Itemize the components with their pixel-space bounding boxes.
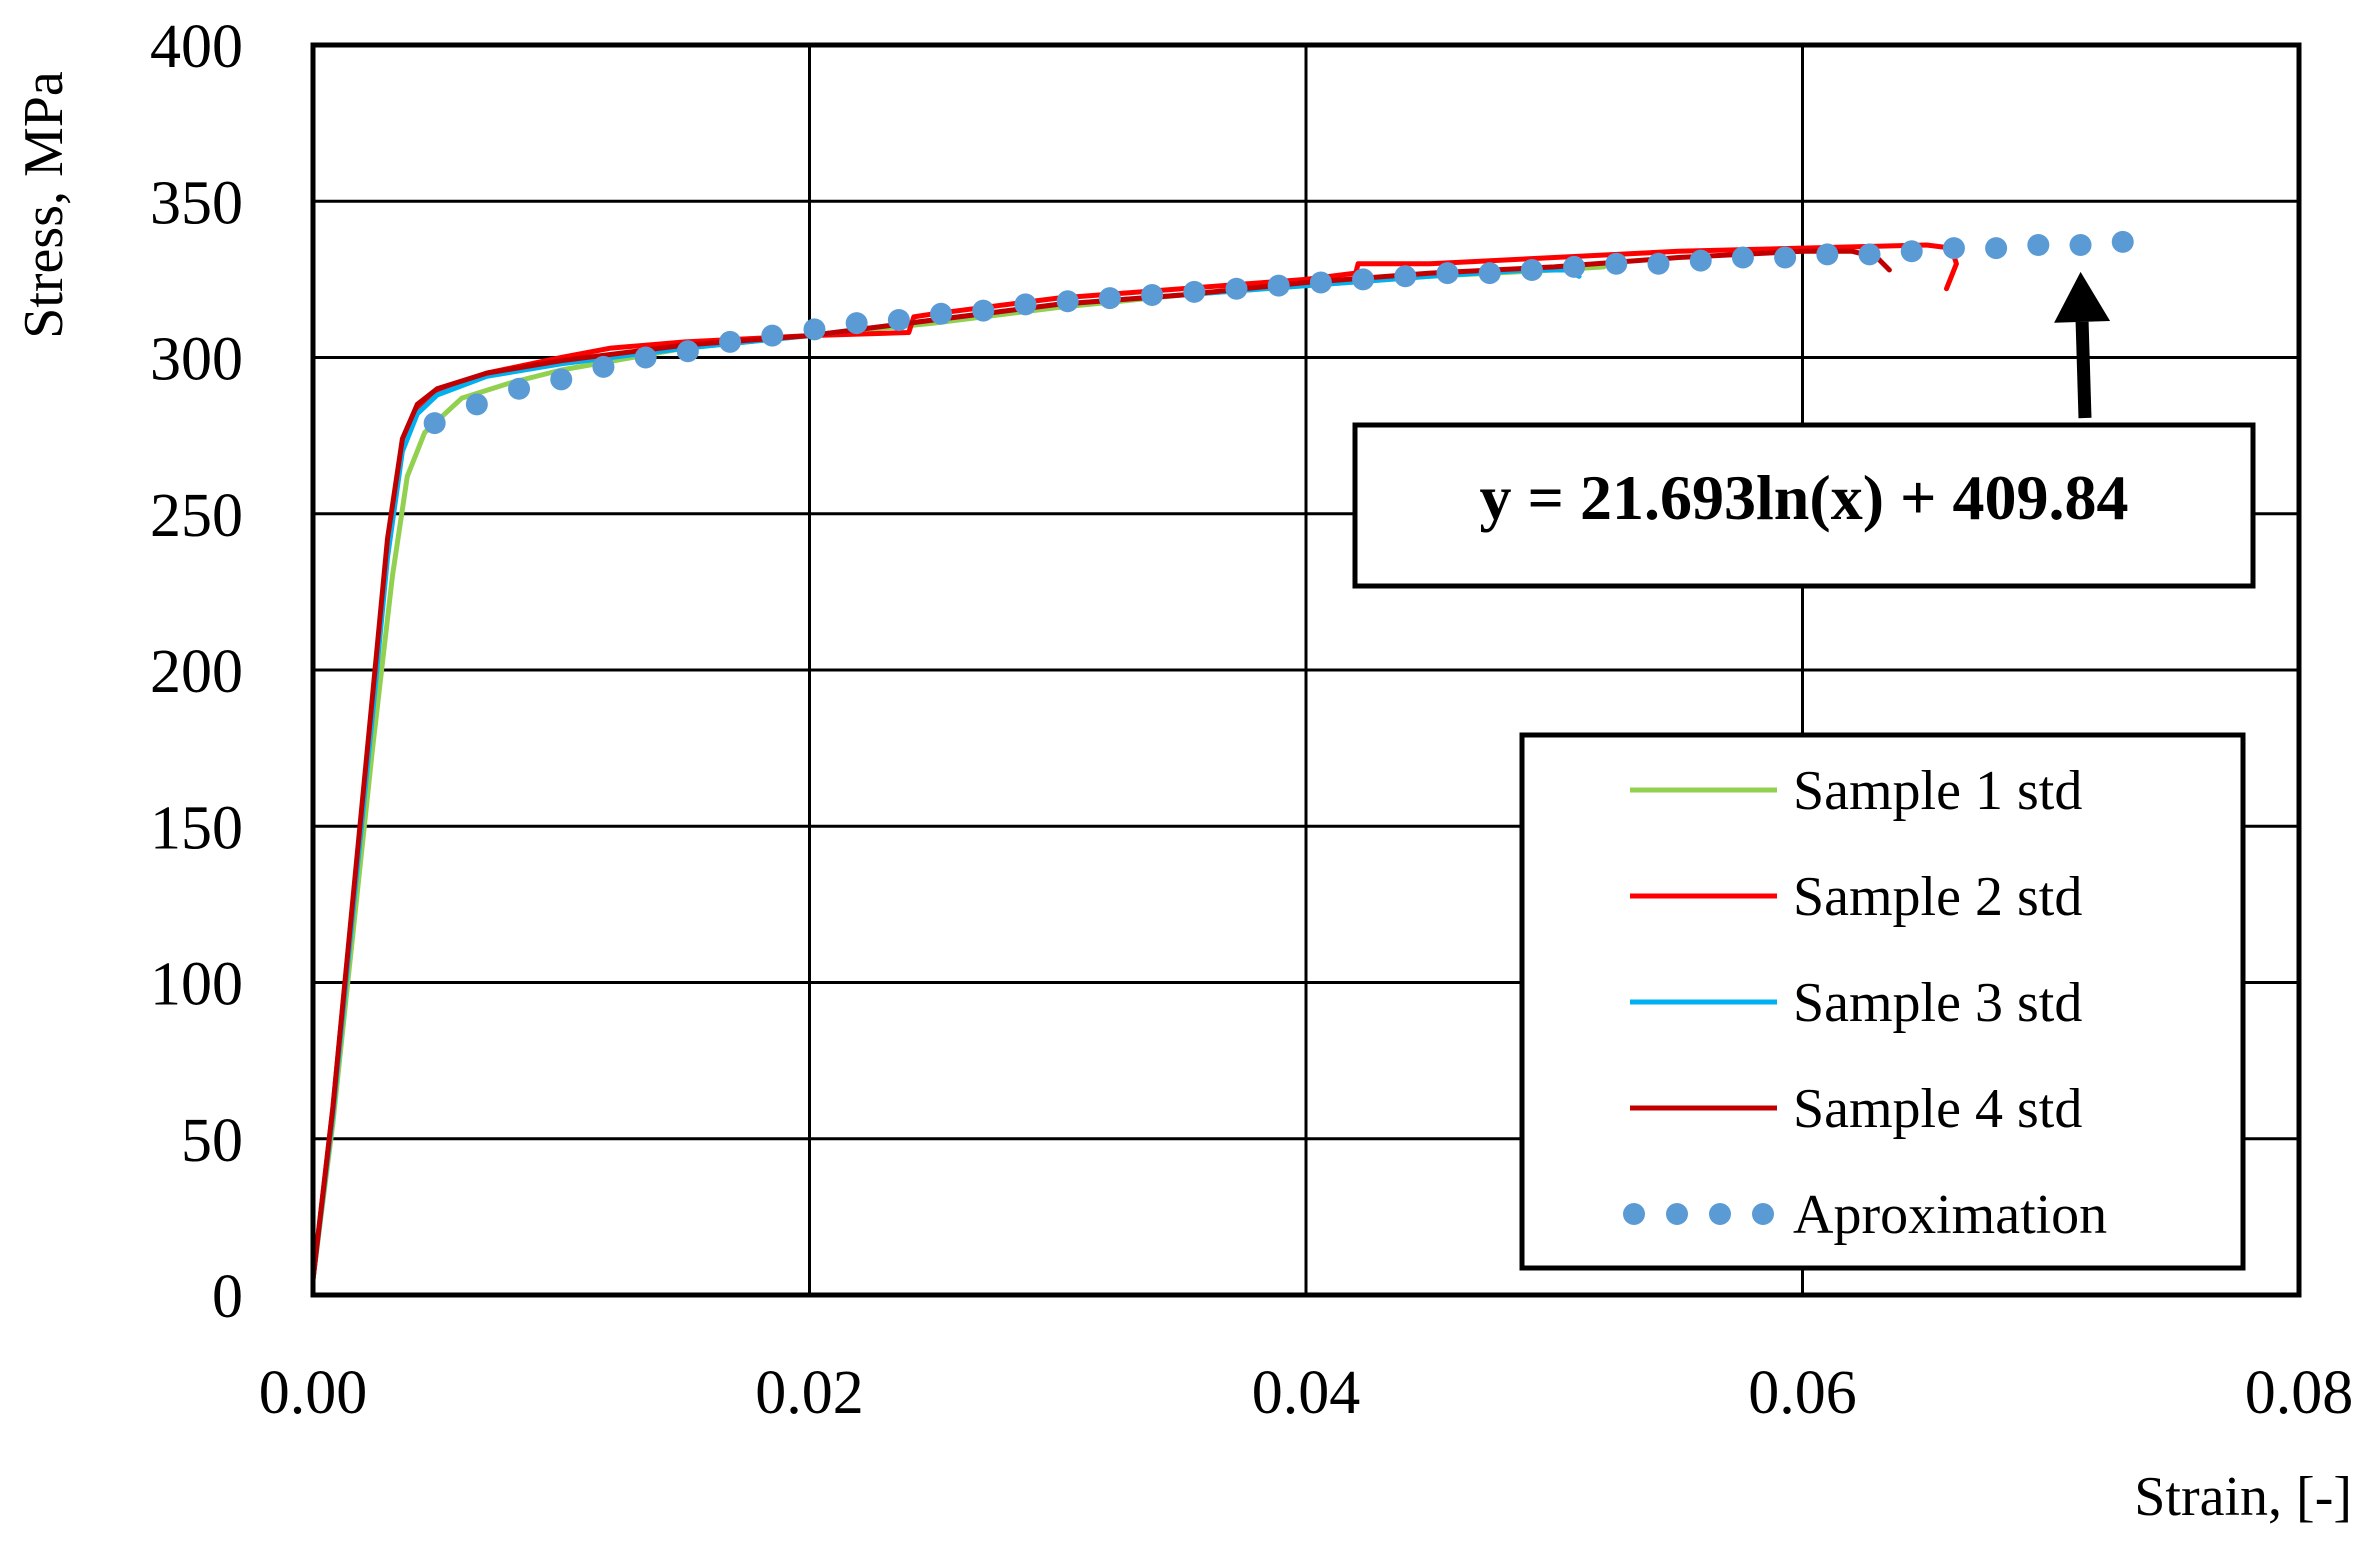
legend-swatch-dot bbox=[1709, 1203, 1731, 1225]
approximation-point bbox=[1731, 246, 1754, 269]
y-axis-label: Stress, MPa bbox=[13, 71, 75, 339]
approximation-point bbox=[1858, 243, 1881, 266]
approximation-point bbox=[1056, 290, 1079, 313]
approximation-point bbox=[1942, 237, 1965, 260]
approximation-point bbox=[1478, 262, 1501, 285]
x-tick-label: 0.08 bbox=[2245, 1359, 2354, 1427]
legend-label: Sample 1 std bbox=[1793, 760, 2082, 822]
legend-label: Sample 4 std bbox=[1793, 1078, 2082, 1140]
approximation-point bbox=[423, 412, 446, 435]
y-tick-label: 350 bbox=[150, 169, 243, 237]
y-axis-tick-labels: 0 50 100 150 200 250 300 350 400 bbox=[150, 13, 243, 1331]
x-tick-label: 0.06 bbox=[1748, 1359, 1857, 1427]
approximation-point bbox=[676, 340, 699, 363]
approximation-point bbox=[1520, 259, 1543, 281]
legend: Sample 1 std Sample 2 std Sample 3 std Samp… bbox=[1519, 732, 2246, 1271]
approximation-point bbox=[1352, 268, 1375, 291]
x-axis-label: Strain, [-] bbox=[2134, 1466, 2352, 1528]
approximation-point bbox=[1647, 252, 1670, 275]
annotation-arrow-head bbox=[2054, 271, 2111, 323]
approximation-point bbox=[1098, 287, 1121, 310]
y-tick-label: 400 bbox=[150, 13, 243, 81]
approximation-point bbox=[1436, 262, 1459, 285]
approximation-point bbox=[719, 330, 742, 353]
legend-label: Sample 3 std bbox=[1793, 972, 2082, 1034]
series-layer bbox=[310, 230, 2134, 1282]
equation-box bbox=[1352, 422, 2256, 589]
approximation-point bbox=[803, 318, 826, 341]
y-tick-label: 50 bbox=[181, 1107, 243, 1175]
legend-label: Sample 2 std bbox=[1793, 866, 2082, 928]
y-tick-label: 100 bbox=[150, 951, 243, 1019]
series-line-sample-3-std bbox=[310, 267, 1582, 1282]
legend-swatch-dot bbox=[1666, 1203, 1688, 1225]
approximation-point bbox=[1774, 246, 1797, 269]
approximation-point bbox=[1267, 274, 1290, 297]
x-tick-label: 0.04 bbox=[1252, 1359, 1361, 1427]
approximation-point bbox=[761, 324, 784, 347]
approximation-point bbox=[1985, 237, 2008, 260]
y-tick-label: 200 bbox=[150, 638, 243, 706]
approximation-point bbox=[1563, 255, 1586, 278]
approximation-point bbox=[1816, 243, 1839, 266]
y-tick-label: 250 bbox=[150, 482, 243, 550]
series-line-sample-1-std bbox=[310, 264, 1607, 1282]
legend-label: Aproximation bbox=[1793, 1184, 2107, 1246]
y-tick-label: 0 bbox=[212, 1263, 243, 1331]
legend-swatch-dot bbox=[1752, 1203, 1774, 1225]
y-tick-label: 300 bbox=[150, 326, 243, 394]
approximation-point bbox=[1309, 271, 1332, 294]
approximation-point bbox=[2069, 234, 2092, 256]
approximation-point bbox=[508, 377, 531, 400]
approximation-point bbox=[1183, 280, 1206, 303]
approximation-point bbox=[2111, 230, 2134, 253]
approximation-point bbox=[1141, 284, 1164, 306]
x-axis-tick-labels: 0.00 0.02 0.04 0.06 0.08 bbox=[259, 1359, 2354, 1427]
approximation-point bbox=[930, 302, 953, 325]
approximation-point bbox=[1225, 277, 1248, 300]
plot-area-frame bbox=[310, 42, 2302, 1298]
approximation-point bbox=[1900, 240, 1923, 263]
approximation-point bbox=[972, 299, 995, 322]
y-tick-label: 150 bbox=[150, 794, 243, 862]
x-tick-label: 0.02 bbox=[755, 1359, 864, 1427]
approximation-point bbox=[1605, 252, 1628, 275]
legend-swatch-dot bbox=[1623, 1203, 1645, 1225]
equation-annotation: y = 21.693ln(x) + 409.84 bbox=[1352, 271, 2256, 589]
approximation-point bbox=[1689, 249, 1712, 272]
approximation-point bbox=[2027, 234, 2050, 256]
equation-text: y = 21.693ln(x) + 409.84 bbox=[1480, 462, 2129, 533]
annotation-arrow-shaft bbox=[2075, 321, 2092, 419]
x-tick-label: 0.00 bbox=[259, 1359, 368, 1427]
approximation-point bbox=[550, 368, 573, 391]
approximation-point bbox=[465, 393, 488, 416]
approximation-point bbox=[634, 346, 657, 369]
approximation-point bbox=[845, 312, 868, 335]
approximation-point bbox=[887, 309, 910, 331]
approximation-point bbox=[1014, 293, 1037, 316]
approximation-point bbox=[592, 355, 615, 378]
approximation-point bbox=[1394, 265, 1417, 288]
